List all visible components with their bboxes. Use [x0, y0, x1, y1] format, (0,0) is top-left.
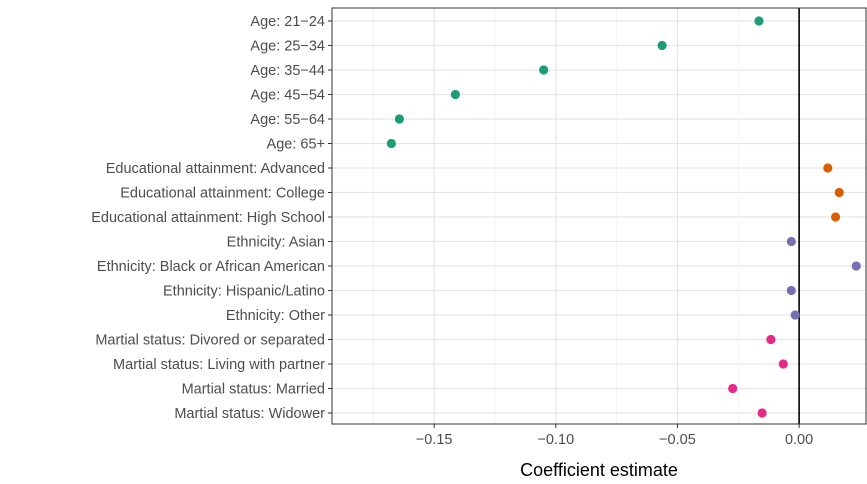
data-point — [450, 89, 460, 100]
y-tick-label: Martial status: Widower — [174, 406, 325, 422]
data-point — [778, 359, 788, 369]
data-point — [786, 285, 796, 296]
x-tick-labels: −0.15 −0.10 −0.05 0.00 — [416, 424, 813, 448]
y-tick-label: Martial status: Married — [182, 382, 325, 398]
y-tick-label: Age: 35−44 — [250, 63, 325, 79]
x-tick-label: 0.00 — [785, 432, 813, 448]
y-tick-label: Age: 45−54 — [250, 88, 325, 104]
y-tick-label: Martial status: Living with partner — [113, 357, 325, 373]
y-tick-label: Age: 21−24 — [250, 14, 325, 30]
data-point — [386, 138, 396, 149]
x-tick-label: −0.05 — [659, 432, 696, 448]
data-point — [539, 65, 549, 75]
y-tick-label: Educational attainment: High School — [91, 210, 325, 226]
y-tick-label: Ethnicity: Hispanic/Latino — [163, 284, 325, 300]
data-point — [754, 16, 764, 26]
data-point — [823, 163, 833, 173]
data-point — [786, 236, 796, 247]
y-tick-label: Educational attainment: Advanced — [106, 161, 325, 177]
data-point — [830, 212, 841, 222]
plot-panel — [332, 8, 867, 424]
y-tick-label: Ethnicity: Black or African American — [97, 259, 325, 275]
data-point — [834, 187, 844, 198]
y-tick-label: Ethnicity: Other — [226, 308, 325, 324]
y-tick-label: Martial status: Divored or separated — [95, 333, 325, 349]
x-axis-label: Coefficient estimate — [520, 460, 678, 480]
data-point — [766, 334, 776, 345]
data-point — [757, 408, 767, 418]
y-tick-label: Age: 55−64 — [250, 112, 325, 128]
x-tick-label: −0.10 — [537, 432, 574, 448]
data-point — [790, 310, 800, 320]
data-point — [657, 40, 667, 51]
y-tick-labels: Age: 21−24 Age: 25−34 Age: 35−44 Age: 45−54… — [91, 14, 332, 422]
points — [386, 16, 861, 418]
y-tick-label: Age: 25−34 — [250, 39, 325, 55]
x-tick-label: −0.15 — [416, 432, 453, 448]
data-point — [728, 383, 738, 394]
data-point — [394, 114, 404, 124]
y-tick-label: Educational attainment: College — [120, 186, 325, 202]
y-tick-label: Ethnicity: Asian — [227, 235, 325, 251]
grid — [332, 8, 866, 424]
y-tick-label: Age: 65+ — [267, 137, 325, 153]
data-point — [851, 261, 861, 271]
panel-border — [331, 7, 867, 425]
